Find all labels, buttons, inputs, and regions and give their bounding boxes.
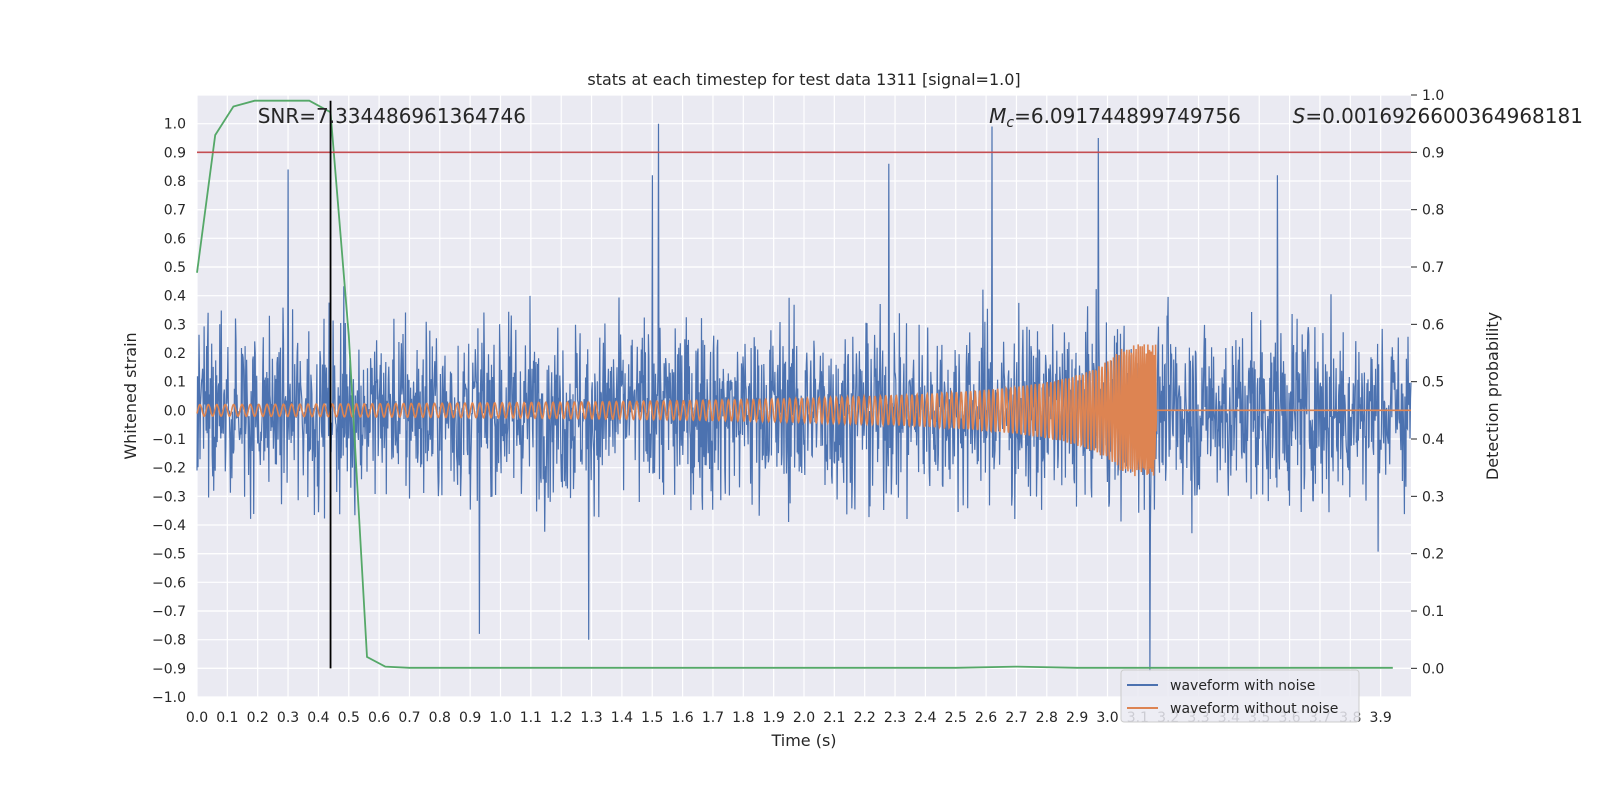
x-tick-label: 2.3 [884, 710, 906, 726]
x-tick-label: 1.4 [611, 710, 633, 726]
y-tick-label: −0.1 [152, 432, 186, 448]
x-tick-label: 0.0 [186, 710, 208, 726]
x-tick-label: 0.4 [307, 710, 329, 726]
y-tick-label: 0.5 [164, 260, 186, 276]
x-tick-label: 1.7 [702, 710, 724, 726]
x-tick-label: 0.1 [216, 710, 238, 726]
right-y-tick-label: 0.3 [1422, 489, 1444, 505]
chirp-mass-value: =6.091744899749756 [1014, 104, 1241, 128]
x-tick-label: 0.5 [338, 710, 360, 726]
chirp-mass-subscript: c [1006, 115, 1014, 131]
x-tick-label: 3.0 [1096, 710, 1118, 726]
legend-label-waveform-with-noise: waveform with noise [1170, 678, 1315, 694]
grid-lines [196, 94, 1411, 698]
x-tick-label: 1.2 [550, 710, 572, 726]
x-tick-label: 2.5 [945, 710, 967, 726]
y-tick-label: −0.5 [152, 547, 186, 563]
right-y-tick-label: 0.0 [1422, 661, 1444, 677]
y-tick-label: −0.2 [152, 461, 186, 477]
x-tick-label: 2.4 [914, 710, 936, 726]
snr-annotation: SNR=7.334486961364746 [258, 104, 526, 128]
x-tick-label: 0.3 [277, 710, 299, 726]
x-tick-label: 2.0 [793, 710, 815, 726]
x-tick-label: 1.0 [489, 710, 511, 726]
legend: waveform with noise waveform without noi… [1120, 669, 1360, 723]
x-tick-label: 2.6 [975, 710, 997, 726]
y-tick-label: −1.0 [152, 690, 186, 706]
legend-label-waveform-without-noise: waveform without noise [1170, 701, 1338, 717]
x-tick-label: 2.8 [1036, 710, 1058, 726]
right-y-tick-label: 0.2 [1422, 547, 1444, 563]
x-tick-label: 3.9 [1370, 710, 1392, 726]
right-y-tick-label: 0.9 [1422, 145, 1444, 161]
right-y-tick-label: 0.6 [1422, 317, 1444, 333]
y-tick-label: −0.4 [152, 518, 186, 534]
x-tick-label: 0.7 [398, 710, 420, 726]
right-y-tick-label: 1.0 [1422, 88, 1444, 104]
x-tick-label: 2.9 [1066, 710, 1088, 726]
y-tick-label: 0.2 [164, 346, 186, 362]
right-y-axis-label: Detection probability [1483, 312, 1502, 480]
x-tick-label: 2.7 [1005, 710, 1027, 726]
legend-box [1120, 669, 1360, 723]
y-tick-label: 0.8 [164, 174, 186, 190]
x-tick-label: 1.8 [732, 710, 754, 726]
y-tick-label: 0.4 [164, 289, 186, 305]
y-tick-label: 0.0 [164, 403, 186, 419]
right-y-tick-label: 0.4 [1422, 432, 1444, 448]
x-axis-label: Time (s) [770, 731, 836, 750]
y-tick-label: 0.9 [164, 145, 186, 161]
right-y-tick-label: 0.8 [1422, 203, 1444, 219]
s-symbol: S [1293, 104, 1306, 128]
y-tick-label: −0.9 [152, 661, 186, 677]
x-tick-label: 0.2 [247, 710, 269, 726]
y-axis-ticks: −1.0 −0.9 −0.8 −0.7 −0.6 −0.5 −0.4 −0.3 −0.2 −0.1… [152, 117, 186, 706]
line-detection-probability [196, 99, 1393, 669]
x-tick-label: 2.1 [823, 710, 845, 726]
x-tick-label: 1.1 [520, 710, 542, 726]
y-tick-label: 0.1 [164, 375, 186, 391]
chart-title: stats at each timestep for test data 131… [587, 70, 1020, 89]
y-axis-label: Whitened strain [121, 332, 140, 459]
x-tick-label: 1.3 [580, 710, 602, 726]
y-tick-label: 0.6 [164, 231, 186, 247]
y-tick-label: 0.7 [164, 203, 186, 219]
x-tick-label: 1.5 [641, 710, 663, 726]
x-tick-label: 2.2 [854, 710, 876, 726]
x-tick-label: 0.6 [368, 710, 390, 726]
chirp-mass-annotation: Mc=6.091744899749756 [989, 104, 1241, 131]
right-y-tick-label: 0.7 [1422, 260, 1444, 276]
y-tick-label: −0.7 [152, 604, 186, 620]
x-tick-label: 0.9 [459, 710, 481, 726]
series-detection-probability [196, 99, 1393, 669]
chirp-mass-symbol: M [989, 104, 1006, 128]
x-tick-label: 1.9 [763, 710, 785, 726]
right-y-axis-ticks: 0.0 0.1 0.2 0.3 0.4 0.5 0.6 0.7 0.8 0.9 1.0 [1411, 88, 1444, 677]
right-y-tick-label: 0.1 [1422, 604, 1444, 620]
x-tick-label: 1.6 [671, 710, 693, 726]
right-y-tick-label: 0.5 [1422, 375, 1444, 391]
s-value: =0.0016926600364968181 [1305, 104, 1583, 128]
y-tick-label: −0.3 [152, 489, 186, 505]
line-waveform-without-noise [196, 344, 1411, 477]
y-tick-label: −0.6 [152, 575, 186, 591]
overlay-lines [197, 100, 1411, 669]
y-tick-label: 0.3 [164, 317, 186, 333]
x-tick-label: 0.8 [429, 710, 451, 726]
series-waveform-without-noise [196, 344, 1411, 477]
y-tick-label: −0.8 [152, 633, 186, 649]
s-annotation: S=0.0016926600364968181 [1293, 104, 1583, 128]
y-tick-label: 1.0 [164, 117, 186, 133]
